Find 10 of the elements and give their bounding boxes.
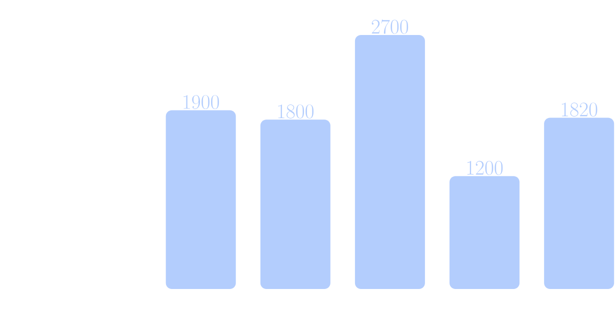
bar	[450, 176, 520, 289]
data-label: 1800	[278, 104, 314, 118]
data-label: 1900	[184, 95, 219, 110]
bar	[166, 110, 236, 289]
bar	[260, 120, 330, 289]
data-label: 1200	[467, 160, 503, 175]
data-label: 1820	[562, 102, 598, 117]
data-label: 2700	[372, 19, 408, 34]
bar	[354, 34, 425, 289]
bar	[544, 118, 614, 289]
